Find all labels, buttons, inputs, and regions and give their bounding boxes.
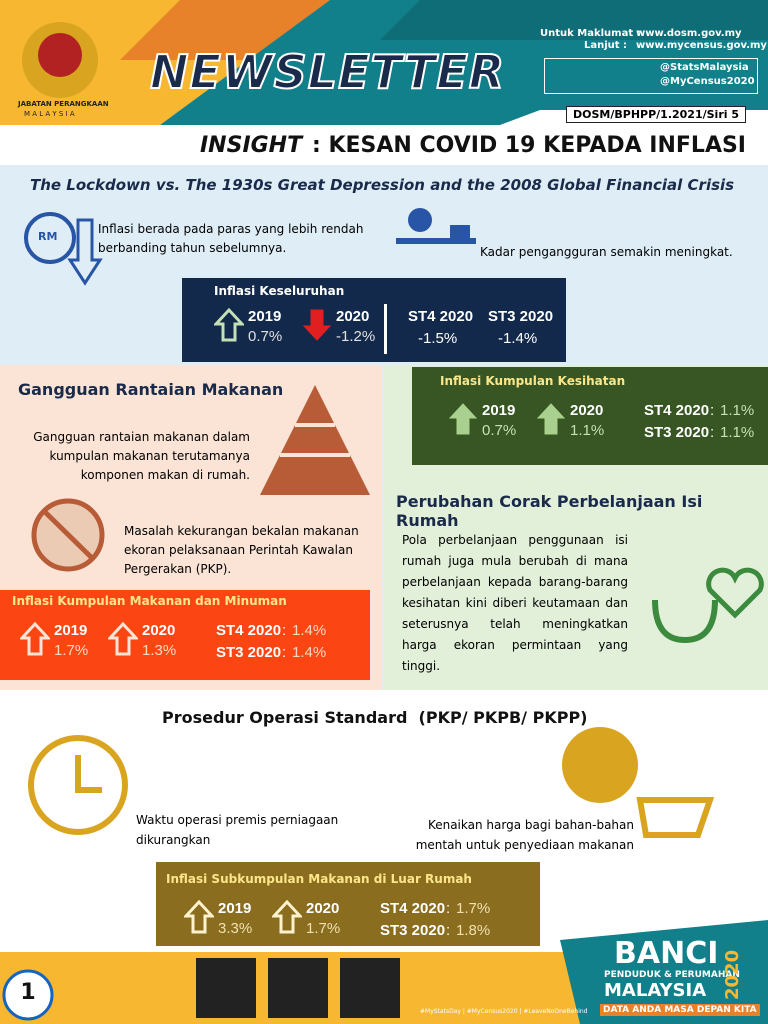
arrow-up [536, 403, 566, 435]
section-title: Perubahan Corak Perbelanjaan Isi Rumah [396, 492, 703, 530]
year-label: 2019 [218, 900, 252, 917]
quarter-value: 1.1% [720, 424, 755, 441]
box-title: Inflasi Kumpulan Kesihatan [440, 374, 626, 388]
reference: DOSM/BPHPP/1.2021/Siri 5 [566, 106, 746, 123]
separator: : [710, 424, 715, 441]
info-url[interactable]: www.dosm.gov.my [636, 28, 742, 39]
banci-subtitle: PENDUDUK & PERUMAHAN [604, 970, 740, 980]
year-label: 2020 [570, 402, 604, 419]
banci-country: MALAYSIA [604, 980, 707, 1001]
banci-title: BANCI [614, 936, 719, 971]
year-label: 2019 [482, 402, 516, 419]
newsletter-title: NEWSLETTER [149, 44, 506, 100]
quarter-value: 1.8% [456, 922, 491, 939]
section-title: Prosedur Operasi Standard (PKP/ PKPB/ PK… [162, 708, 588, 727]
year-label: 2020 [306, 900, 340, 917]
year-label: 2019 [54, 622, 88, 639]
org-name: JABATAN PERANGKAAN [18, 100, 109, 108]
intro-text: Kadar pengangguran semakin meningkat. [480, 245, 733, 259]
separator: : [282, 644, 287, 661]
separator: : [446, 900, 451, 917]
banci-slogan: DATA ANDA MASA DEPAN KITA [600, 1004, 760, 1016]
info-label: Untuk Maklumat : [540, 28, 641, 39]
year-value: 1.3% [142, 642, 177, 659]
arrow-up [272, 900, 302, 934]
quarter-label: ST4 2020 [380, 900, 446, 917]
box-title: Inflasi Subkumpulan Makanan di Luar Ruma… [166, 872, 472, 886]
section-title: Gangguan Rantaian Makanan [18, 380, 284, 399]
arrow-down [302, 309, 332, 341]
year-value: -1.2% [336, 328, 376, 345]
quarter-value: 1.4% [292, 644, 327, 661]
separator: : [710, 402, 715, 419]
hashtags: #MyStatsDay | #MyCensus2020 | #LeaveNoOn… [420, 1008, 588, 1015]
quarter-label: ST4 2020 [216, 622, 282, 639]
year-label: 2020 [336, 308, 370, 325]
section-text: Kenaikan harga bagi bahan-bahan mentah u… [415, 818, 634, 852]
quarter-label: ST3 2020 [380, 922, 446, 939]
year-value: 1.1% [570, 422, 605, 439]
rm-icon: RM [38, 230, 58, 243]
insight-label: INSIGHT [200, 133, 303, 158]
quarter-label: ST3 2020 [488, 308, 554, 325]
quarter-value: 1.1% [720, 402, 755, 419]
year-value: 0.7% [248, 328, 283, 345]
year-value: 3.3% [218, 920, 253, 937]
section-text: Waktu operasi premis perniagaan dikurang… [136, 813, 339, 847]
social-handle[interactable]: @StatsMalaysia [660, 62, 749, 73]
box-title: Inflasi Kumpulan Makanan dan Minuman [12, 594, 287, 608]
quarter-label: ST4 2020 [644, 402, 710, 419]
arrow-up [184, 900, 214, 934]
quarter-label: ST3 2020 [644, 424, 710, 441]
intro-text: Inflasi berada pada paras yang lebih ren… [98, 222, 364, 255]
subtitle: The Lockdown vs. The 1930s Great Depress… [30, 176, 735, 194]
page-number: 1 [20, 980, 36, 1005]
quarter-value: 1.4% [292, 622, 327, 639]
year-label: 2019 [248, 308, 282, 325]
banci-year: 2020 [722, 949, 743, 1000]
org-subname: M A L A Y S I A [24, 110, 75, 118]
year-value: 0.7% [482, 422, 517, 439]
section-text: Pola perbelanjaan penggunaan isi rumah j… [402, 533, 628, 673]
arrow-up [20, 622, 50, 656]
box-title: Inflasi Keseluruhan [214, 284, 345, 298]
section-text: Gangguan rantaian makanan dalam kumpulan… [33, 430, 250, 482]
quarter-label: ST4 2020 [408, 308, 474, 325]
info-label: Lanjut : [584, 40, 628, 51]
headline-title: : KESAN COVID 19 KEPADA INFLASI [312, 133, 746, 158]
social-handle[interactable]: @MyCensus2020 [660, 76, 755, 87]
quarter-value: 1.7% [456, 900, 491, 917]
separator: : [282, 622, 287, 639]
quarter-label: ST3 2020 [216, 644, 282, 661]
year-value: 1.7% [54, 642, 89, 659]
section-text: Masalah kekurangan bekalan makanan ekora… [124, 524, 359, 576]
arrow-up [214, 308, 244, 342]
separator: : [446, 922, 451, 939]
divider [384, 304, 387, 354]
year-label: 2020 [142, 622, 176, 639]
year-value: 1.7% [306, 920, 341, 937]
info-url[interactable]: www.mycensus.gov.my [636, 40, 767, 51]
social-box [544, 58, 758, 94]
arrow-up [448, 403, 478, 435]
arrow-up [108, 622, 138, 656]
quarter-value: -1.4% [498, 330, 538, 347]
quarter-value: -1.5% [418, 330, 458, 347]
